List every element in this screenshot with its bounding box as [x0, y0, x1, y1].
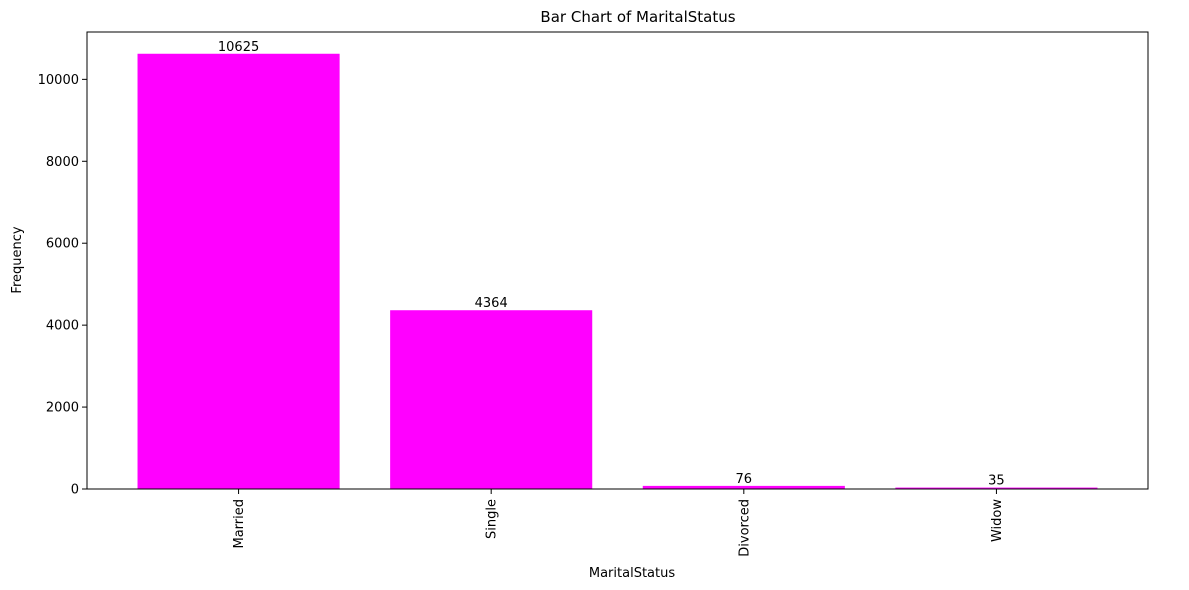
chart-title: Bar Chart of MaritalStatus	[540, 8, 735, 26]
x-axis: Married Single Divorced Widow	[232, 489, 1005, 557]
bar-widow	[895, 487, 1098, 489]
y-tick-label-4000: 4000	[46, 319, 79, 334]
data-label-divorced: 76	[736, 472, 753, 487]
x-tick-label-married: Married	[232, 499, 247, 549]
data-label-widow: 35	[988, 474, 1005, 489]
bars-group: 10625 4364 76 35	[137, 40, 1098, 490]
y-tick-label-2000: 2000	[46, 401, 79, 416]
bar-married	[137, 53, 340, 490]
y-axis-label: Frequency	[10, 226, 25, 293]
y-axis: 0 2000 4000 6000 8000 10000	[38, 73, 87, 498]
x-tick-label-widow: Widow	[990, 499, 1005, 542]
y-tick-label-0: 0	[71, 483, 79, 498]
y-tick-label-8000: 8000	[46, 155, 79, 170]
y-tick-label-6000: 6000	[46, 237, 79, 252]
data-label-single: 4364	[475, 296, 508, 311]
x-axis-label: MaritalStatus	[589, 566, 675, 581]
bar-single	[390, 310, 593, 489]
x-tick-label-divorced: Divorced	[737, 499, 752, 557]
x-tick-label-single: Single	[485, 499, 500, 539]
plot-frame	[86, 31, 1149, 490]
data-label-married: 10625	[218, 40, 259, 55]
bar-divorced	[642, 485, 845, 489]
y-tick-label-10000: 10000	[38, 73, 79, 88]
